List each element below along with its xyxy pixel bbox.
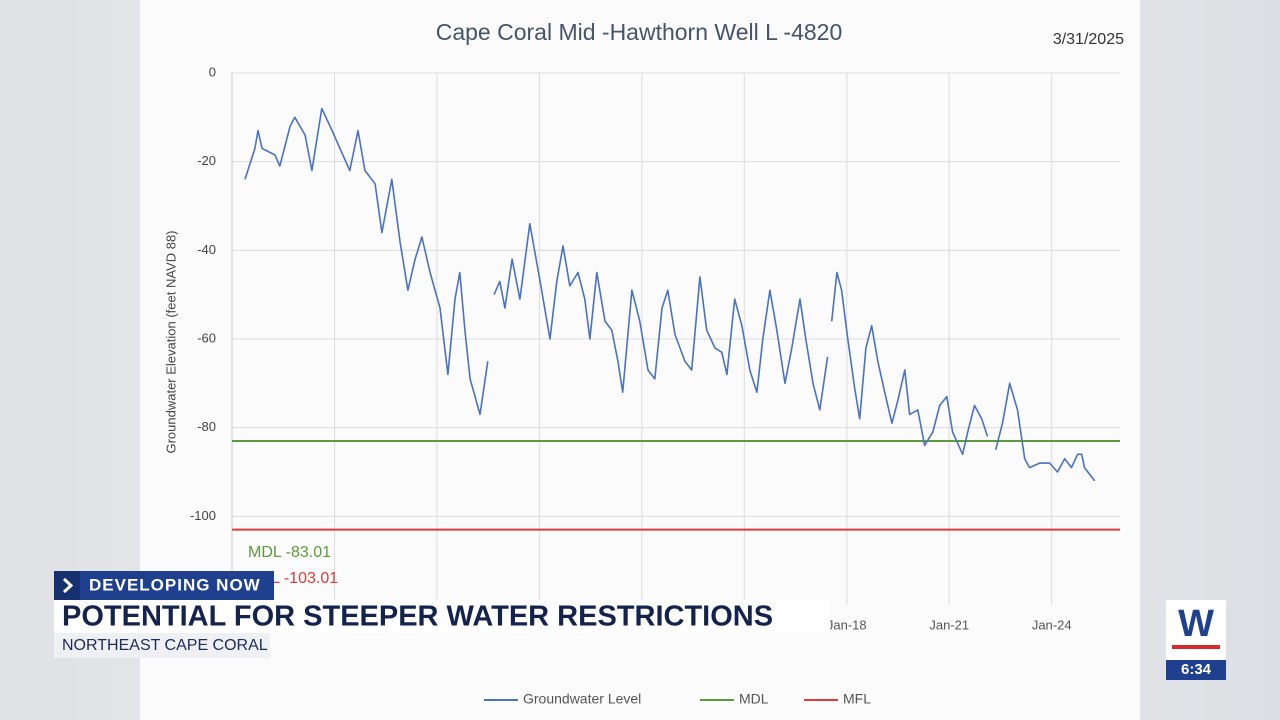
tag-text: DEVELOPING NOW: [89, 575, 261, 594]
y-tick-label: -100: [190, 508, 216, 523]
subhead: NORTHEAST CAPE CORAL: [62, 637, 268, 654]
chart-title: Cape Coral Mid -Hawthorn Well L -4820: [436, 19, 843, 45]
reference-label: MDL -83.01: [248, 544, 331, 561]
logo-box: [1166, 600, 1226, 660]
y-tick-label: 0: [209, 64, 216, 79]
chevron-icon: [62, 577, 74, 594]
time-box: [1166, 660, 1226, 680]
y-tick-label: -40: [197, 242, 216, 257]
logo: W: [1178, 603, 1214, 645]
legend-label: MFL: [843, 691, 871, 707]
legend-label: MDL: [739, 691, 769, 707]
y-tick-label: -20: [197, 153, 216, 168]
tag-icon-box: [54, 571, 80, 600]
chart-date: 3/31/2025: [1053, 31, 1124, 48]
y-tick-label: -80: [197, 419, 216, 434]
tag-box: [54, 571, 274, 600]
data-line: [244, 107, 1096, 482]
subhead-box: [54, 633, 270, 658]
x-tick-label: Jan-24: [1032, 617, 1072, 632]
logo-stripe: [1172, 645, 1220, 649]
legend-label: Groundwater Level: [523, 691, 641, 707]
y-tick-label: -60: [197, 330, 216, 345]
clock: 6:34: [1181, 661, 1212, 678]
lower-third: DEVELOPING NOW POTENTIAL FOR STEEPER WAT…: [54, 571, 1226, 680]
x-tick-label: Jan-18: [827, 617, 867, 632]
y-axis-label: Groundwater Elevation (feet NAVD 88): [163, 230, 178, 453]
headline: POTENTIAL FOR STEEPER WATER RESTRICTIONS: [62, 601, 773, 633]
x-tick-label: Jan-21: [929, 617, 969, 632]
headline-box: [54, 600, 830, 633]
